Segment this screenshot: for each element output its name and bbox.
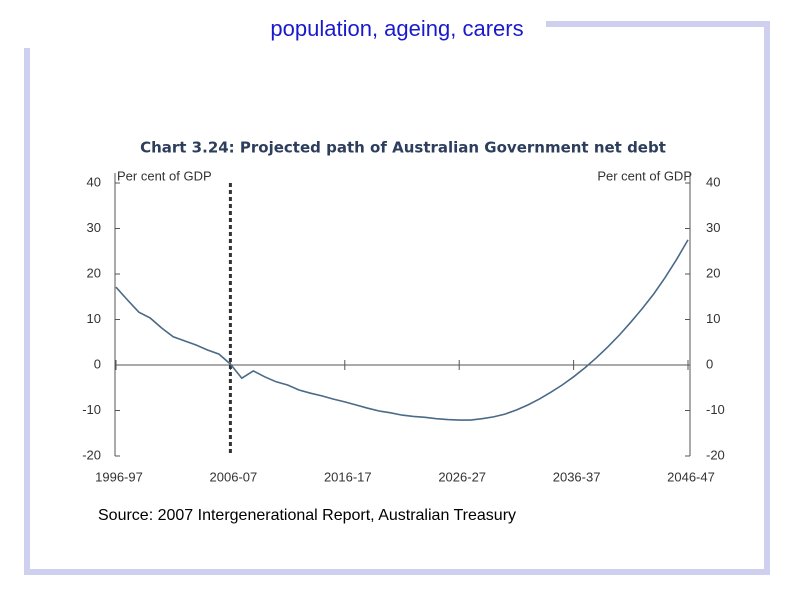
y2-tick-label: -10 [706,402,725,417]
x-tick-label: 1996-97 [95,469,143,484]
x-tick-label: 2046-47 [667,469,715,484]
y2-tick-label: 10 [706,311,720,326]
title-backdrop [16,16,546,48]
y-tick-label: 30 [87,220,101,235]
y-tick-label: 20 [87,265,101,280]
x-tick-label: 2036-37 [553,469,601,484]
y2-tick-label: 20 [706,265,720,280]
y2-tick-label: 0 [706,356,713,371]
y-tick-label: 10 [87,311,101,326]
slide-title: population, ageing, carers [270,16,523,41]
slide-frame [24,21,770,575]
y-tick-label: 0 [94,356,101,371]
chart-title: Chart 3.24: Projected path of Australian… [140,139,666,157]
source-note: Source: 2007 Intergenerational Report, A… [98,507,516,524]
x-tick-label: 2006-07 [210,469,258,484]
y2-tick-label: -20 [706,447,725,462]
y2-tick-label: 30 [706,220,720,235]
y-axis-label-left: Per cent of GDP [117,168,212,183]
y-axis-label-right: Per cent of GDP [597,168,692,183]
x-tick-label: 2026-27 [438,469,486,484]
y2-tick-label: 40 [706,174,720,189]
y-tick-label: -20 [82,447,101,462]
x-tick-label: 2016-17 [324,469,372,484]
y-tick-label: 40 [87,174,101,189]
line-series [115,239,689,421]
y-tick-label: -10 [82,402,101,417]
